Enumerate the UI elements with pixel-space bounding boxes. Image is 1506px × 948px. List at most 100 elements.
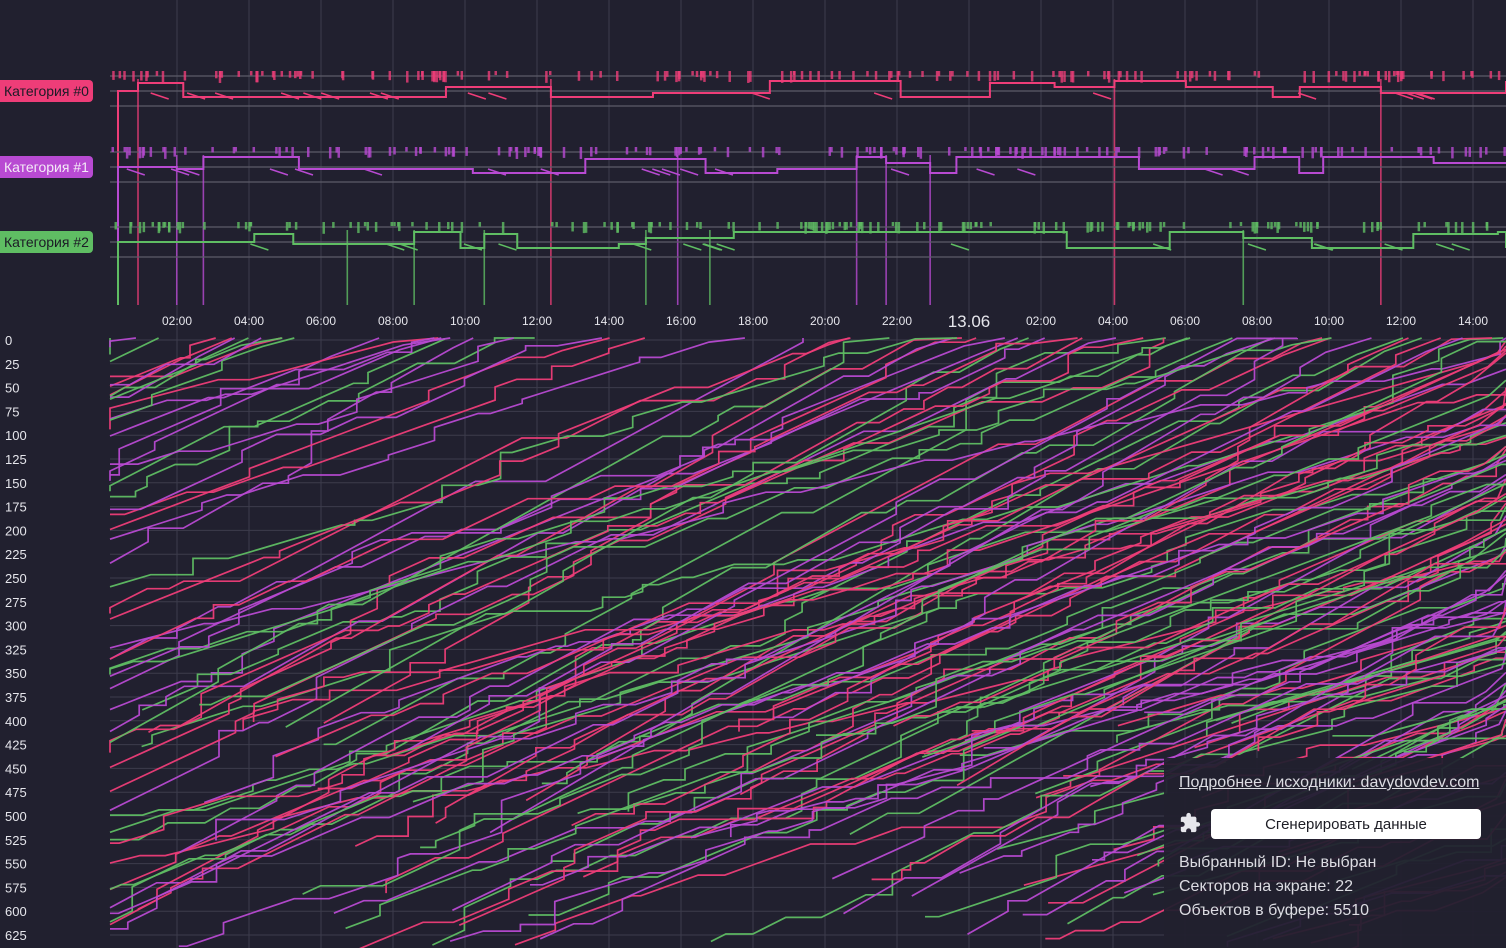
lane-slant-mark xyxy=(976,168,995,176)
lane-tick-mark xyxy=(1245,147,1249,153)
lane-tick-mark xyxy=(1137,147,1141,159)
lane-tick-mark xyxy=(538,147,542,156)
lane-tick-mark xyxy=(895,147,898,155)
lane-tick-mark xyxy=(161,71,165,83)
lane-tick-mark xyxy=(866,71,869,77)
lane-tick-mark xyxy=(1182,222,1186,229)
lane-tick-mark xyxy=(1058,147,1062,156)
lane-tick-mark xyxy=(249,71,253,76)
lane-tick-mark xyxy=(515,147,519,159)
selected-id-text: Выбранный ID: Не выбран xyxy=(1179,854,1377,871)
lane-tick-mark xyxy=(961,222,965,233)
lane-tick-mark xyxy=(1037,222,1040,230)
trajectory-line xyxy=(302,340,1506,895)
trajectory-line xyxy=(109,337,233,396)
lane-tick-mark xyxy=(183,71,187,81)
source-link[interactable]: Подробнее / исходники: davydovdev.com xyxy=(1179,774,1480,791)
lane-tick-mark xyxy=(849,222,853,227)
lane-tick-mark xyxy=(775,147,778,154)
lane-tick-mark xyxy=(857,222,860,232)
lane-tick-mark xyxy=(1471,222,1475,233)
x-tick-label: 02:00 xyxy=(162,314,192,328)
trajectory-line xyxy=(345,483,1506,930)
lane-tick-mark xyxy=(1176,71,1179,79)
lane-tick-mark xyxy=(919,147,923,159)
trajectory-line xyxy=(1205,620,1506,736)
lane-tick-mark xyxy=(1442,71,1445,82)
lane-tick-mark xyxy=(828,222,831,230)
lane-tick-mark xyxy=(1485,147,1488,155)
generate-data-button[interactable]: Сгенерировать данные xyxy=(1211,809,1481,839)
lane-tick-mark xyxy=(1462,71,1465,80)
lane-slant-mark xyxy=(652,168,671,176)
lane-tick-mark xyxy=(830,147,833,152)
lane-tick-mark xyxy=(393,222,396,227)
lane-tick-mark xyxy=(1107,71,1111,83)
info-panel: Подробнее / исходники: davydovdev.com Сг… xyxy=(1164,758,1506,948)
trajectory-line xyxy=(109,337,745,541)
trajectory-line xyxy=(849,532,1506,835)
lane-tick-mark xyxy=(1399,71,1403,82)
lane-slant-mark xyxy=(303,92,322,100)
trajectory-line xyxy=(1231,617,1506,724)
lane-tick-mark xyxy=(508,147,511,157)
lane-tick-mark xyxy=(1497,71,1501,81)
x-tick-label: 20:00 xyxy=(810,314,840,328)
lane-tick-mark xyxy=(1371,222,1374,233)
lane-tick-mark xyxy=(1261,147,1265,159)
lane-tick-mark xyxy=(1363,71,1366,77)
trajectory-line xyxy=(109,337,1276,909)
lane-tick-mark xyxy=(675,71,678,83)
trajectory-line xyxy=(109,337,295,421)
lane-tick-mark xyxy=(793,71,796,81)
lane-tick-mark xyxy=(1140,71,1143,83)
lane-tick-mark xyxy=(937,71,941,77)
lane-tick-mark xyxy=(1270,222,1273,230)
lane-tick-mark xyxy=(1277,222,1281,230)
lane-tick-mark xyxy=(778,147,781,156)
trajectory-line xyxy=(1215,639,1506,722)
lane-tick-mark xyxy=(451,222,454,231)
y-tick-label: 350 xyxy=(5,666,27,681)
lane-tick-mark xyxy=(363,222,367,227)
trajectory-line xyxy=(996,630,1506,850)
lane-tick-mark xyxy=(894,222,898,233)
y-tick-label: 600 xyxy=(5,904,27,919)
trajectory-line xyxy=(110,337,1272,841)
trajectory-line xyxy=(110,337,282,378)
lane-slant-mark xyxy=(703,243,723,251)
trajectory-line xyxy=(109,337,890,744)
lane-tick-mark xyxy=(145,71,148,82)
lane-tick-mark xyxy=(1447,222,1450,234)
lane-tick-mark xyxy=(811,222,815,231)
lane-tick-mark xyxy=(1489,71,1493,79)
lane-tick-mark xyxy=(417,71,420,81)
puzzle-icon[interactable] xyxy=(1179,812,1201,834)
lane-tick-mark xyxy=(244,222,248,230)
lane-tick-mark xyxy=(1182,147,1186,159)
x-tick-label: 06:00 xyxy=(306,314,336,328)
lane-slant-mark xyxy=(1152,243,1172,251)
lane-tick-mark xyxy=(203,222,206,230)
trajectory-line xyxy=(386,394,1506,758)
trajectory-line xyxy=(627,453,1506,812)
lane-tick-mark xyxy=(1485,222,1489,229)
lane-tick-mark xyxy=(335,147,338,153)
lane-tick-mark xyxy=(184,147,187,155)
trajectory-line xyxy=(1403,737,1506,753)
lane-slant-mark xyxy=(1384,243,1403,251)
lane-tick-mark xyxy=(140,71,143,81)
lane-tick-mark xyxy=(947,147,951,156)
lane-tick-mark xyxy=(1044,147,1047,157)
lane-tick-mark xyxy=(1397,71,1400,76)
y-tick-label: 275 xyxy=(5,595,27,610)
lane-tick-mark xyxy=(501,222,505,234)
lane-tick-mark xyxy=(1468,147,1472,157)
y-tick-label: 25 xyxy=(5,357,19,372)
lane-slant-mark xyxy=(950,243,970,251)
lane-tick-mark xyxy=(149,147,153,157)
lane-tick-mark xyxy=(584,222,588,233)
lane-tick-mark xyxy=(1257,71,1261,78)
lane-tick-mark xyxy=(291,147,294,158)
